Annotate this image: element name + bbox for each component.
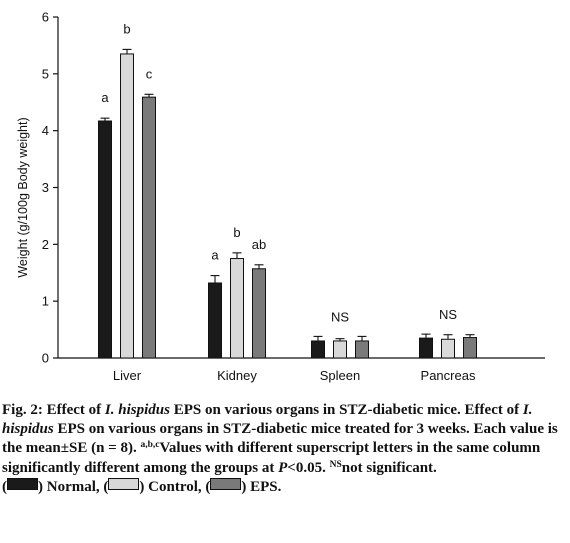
bar-eps-spleen bbox=[355, 340, 369, 359]
caption-species-2: I. hispidus bbox=[2, 402, 533, 438]
bar-eps-liver bbox=[142, 96, 156, 359]
significance-letter: a bbox=[101, 90, 109, 105]
caption-desc1-rest: EPS on various organs in STZ-diabetic mi… bbox=[2, 421, 558, 457]
x-tick-label: Kidney bbox=[217, 368, 257, 383]
x-tick-label: Liver bbox=[113, 368, 142, 383]
bar-normal-liver bbox=[98, 120, 112, 359]
x-tick-label: Pancreas bbox=[421, 368, 476, 383]
legend-label-normal: ) Normal, ( bbox=[38, 478, 109, 495]
legend-label-control: ) Control, ( bbox=[139, 478, 211, 495]
bar-chart: 0 1 2 3 4 5 6 Weight (g/100g Body weight) Liver… bbox=[16, 10, 545, 383]
bar-normal-kidney bbox=[208, 282, 222, 359]
x-tick-label: Spleen bbox=[320, 368, 360, 383]
legend-label-eps: ) EPS. bbox=[241, 478, 282, 495]
significance-letter: c bbox=[146, 66, 153, 81]
bar-control-liver bbox=[120, 53, 134, 359]
caption-sup-ns: NS bbox=[329, 459, 342, 470]
caption-ns-text: not significant. bbox=[341, 459, 437, 476]
figure-caption: Fig. 2: Effect of I. hispidus EPS on var… bbox=[2, 401, 568, 497]
ns-label: NS bbox=[439, 307, 457, 322]
bar-control-pancreas bbox=[441, 338, 455, 359]
significance-letter: b bbox=[123, 21, 130, 36]
legend-swatch-eps bbox=[210, 477, 242, 490]
bar-eps-kidney bbox=[252, 268, 266, 359]
chart-axes: 0 1 2 3 4 5 6 Weight (g/100g Body weight) bbox=[16, 10, 545, 366]
y-tick-label: 4 bbox=[42, 123, 49, 138]
significance-letter: a bbox=[211, 248, 219, 263]
caption-legend: () Normal, () Control, () EPS. bbox=[2, 477, 282, 495]
caption-fig-label: Fig. 2: Effect of bbox=[2, 402, 105, 418]
y-tick-label: 6 bbox=[42, 10, 49, 25]
y-tick-label: 5 bbox=[42, 66, 49, 81]
caption-desc2: Values with different superscript letter… bbox=[2, 440, 541, 476]
significance-letter: ab bbox=[252, 237, 266, 252]
y-tick-label: 3 bbox=[42, 180, 49, 195]
ns-label: NS bbox=[331, 309, 349, 324]
caption-desc1: Effect of bbox=[464, 402, 523, 418]
bar-eps-pancreas bbox=[463, 337, 477, 359]
y-tick-label: 2 bbox=[42, 237, 49, 252]
y-tick-label: 1 bbox=[42, 294, 49, 309]
caption-p-rest: <0.05. bbox=[287, 459, 330, 476]
caption-sup-letters: a,b,c bbox=[140, 440, 160, 451]
legend-swatch-control bbox=[108, 477, 140, 490]
y-tick-label: 0 bbox=[42, 351, 49, 366]
y-axis-label: Weight (g/100g Body weight) bbox=[16, 117, 30, 277]
bar-normal-spleen bbox=[311, 340, 325, 359]
legend-swatch-normal bbox=[7, 477, 38, 490]
bar-control-spleen bbox=[333, 340, 347, 359]
bar-control-kidney bbox=[230, 258, 244, 359]
bar-normal-pancreas bbox=[419, 337, 433, 359]
caption-species: I. hispidus bbox=[104, 402, 170, 418]
caption-title-rest: EPS on various organs in STZ-diabetic mi… bbox=[169, 402, 461, 418]
caption-text: Fig. 2: Effect of I. hispidus EPS on var… bbox=[2, 401, 568, 478]
significance-letter: b bbox=[233, 225, 240, 240]
chart-bars bbox=[98, 48, 477, 359]
caption-p-symbol: P bbox=[278, 459, 288, 476]
